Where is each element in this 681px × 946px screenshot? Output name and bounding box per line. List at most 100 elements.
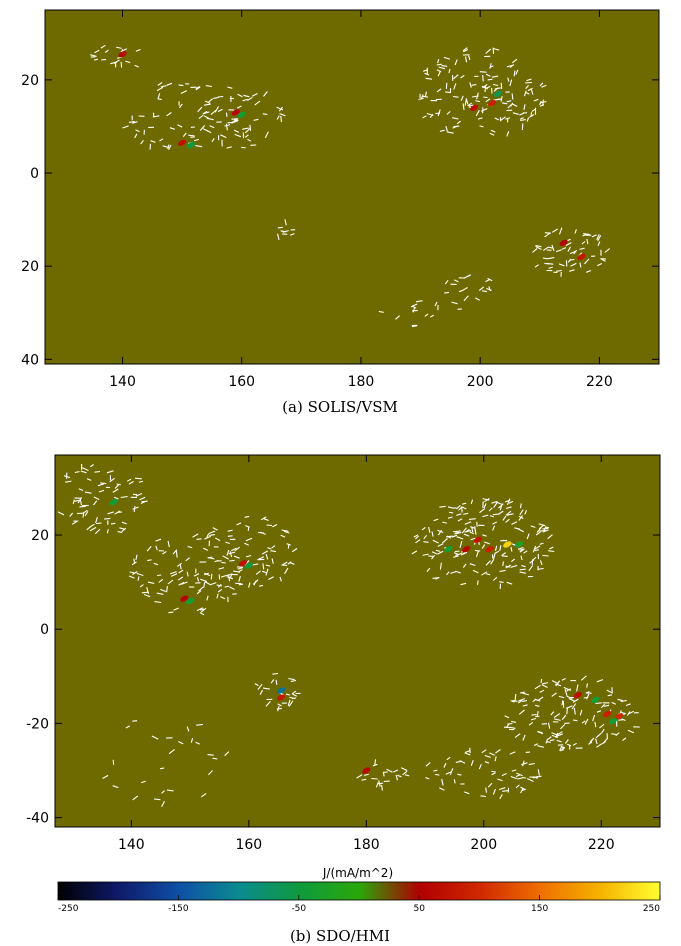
field-vector (461, 527, 467, 534)
field-vector (569, 250, 576, 255)
field-vector (422, 553, 429, 556)
field-vector (526, 117, 530, 122)
field-vector (532, 247, 538, 253)
field-vector (454, 530, 461, 533)
field-vector (555, 249, 562, 253)
field-vector (402, 770, 408, 776)
x-tick-label: 180 (353, 837, 380, 853)
field-vector (475, 550, 479, 557)
field-vector (433, 518, 439, 522)
field-vector (247, 526, 250, 531)
field-vector (459, 760, 466, 764)
field-vector (226, 549, 230, 556)
field-vector (494, 756, 497, 762)
current-spot (244, 562, 253, 569)
field-vector (166, 586, 168, 593)
field-vector (489, 752, 495, 756)
field-vector (506, 498, 511, 505)
field-vector (237, 567, 244, 570)
field-vector (224, 585, 230, 588)
colorbar-tick-label: -250 (58, 904, 79, 914)
field-vector (547, 257, 555, 260)
field-vector (436, 88, 442, 93)
field-vector (530, 525, 536, 528)
field-vector (456, 120, 461, 125)
field-vector (395, 315, 400, 320)
field-vector (214, 559, 219, 563)
field-vector (276, 106, 284, 111)
field-vector (489, 515, 495, 518)
panel-b: 140 160 180 200 220 200-20-40 (26, 454, 661, 853)
field-vector (415, 300, 423, 303)
field-vector (492, 525, 496, 531)
field-vector (134, 64, 139, 68)
field-vector (259, 531, 266, 535)
field-vector (289, 696, 294, 699)
field-vector (579, 247, 585, 250)
field-vector (104, 49, 109, 53)
field-vector (468, 55, 471, 61)
panel-a-x-axis: 140 160 180 200 220 (109, 10, 613, 390)
field-vector (196, 590, 202, 595)
field-vector (588, 741, 593, 745)
field-vector (462, 103, 465, 110)
field-vector (595, 738, 598, 745)
field-vector (501, 555, 508, 557)
field-vector (499, 581, 504, 583)
field-vector (492, 513, 499, 516)
field-vector (538, 523, 546, 527)
field-vector (284, 219, 287, 226)
field-vector (437, 109, 441, 117)
field-vector (272, 524, 278, 528)
field-vector (505, 510, 512, 516)
field-vector (236, 105, 242, 109)
field-vector (597, 235, 602, 242)
field-vector (567, 246, 571, 252)
field-vector (572, 698, 579, 703)
field-vector (595, 732, 602, 739)
field-vector (499, 569, 506, 572)
current-spot (177, 139, 187, 146)
field-vector (280, 534, 286, 538)
field-vector (181, 581, 188, 585)
field-vector (485, 98, 491, 103)
field-vector (437, 59, 440, 64)
field-vector (244, 542, 249, 546)
field-vector (265, 568, 269, 576)
field-vector (161, 800, 165, 808)
field-vector (566, 695, 573, 700)
field-vector (499, 787, 506, 791)
field-vector (628, 710, 635, 715)
current-spot (493, 90, 503, 98)
field-vector (479, 71, 487, 73)
field-vector (530, 112, 533, 117)
field-vector (617, 698, 624, 702)
field-vector (257, 556, 265, 561)
field-vector (454, 532, 462, 535)
field-vector (187, 545, 193, 549)
field-vector (192, 533, 199, 538)
field-vector (279, 576, 282, 582)
field-vector (457, 773, 462, 776)
field-vector (437, 529, 442, 536)
field-vector (439, 562, 442, 570)
field-vector (475, 297, 480, 301)
field-vector (551, 680, 559, 685)
field-vector (467, 102, 473, 107)
field-vector (520, 788, 524, 794)
field-vector (582, 233, 589, 237)
field-vector (153, 798, 161, 801)
field-vector (74, 471, 80, 474)
field-vector (284, 567, 289, 575)
current-spot (180, 595, 189, 602)
field-vector (203, 103, 211, 106)
field-vector (180, 90, 188, 94)
field-vector (484, 761, 490, 764)
field-vector (537, 745, 545, 748)
field-vector (548, 246, 554, 249)
field-vector (226, 576, 233, 580)
field-vector (132, 795, 139, 801)
field-vector (437, 550, 444, 555)
field-vector (94, 528, 101, 535)
